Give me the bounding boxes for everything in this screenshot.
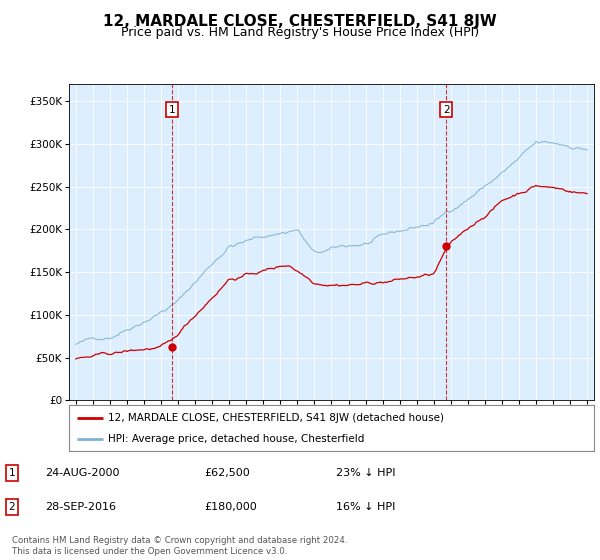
Text: Price paid vs. HM Land Registry's House Price Index (HPI): Price paid vs. HM Land Registry's House … (121, 26, 479, 39)
Text: 24-AUG-2000: 24-AUG-2000 (45, 468, 119, 478)
Text: 23% ↓ HPI: 23% ↓ HPI (336, 468, 395, 478)
Text: 2: 2 (8, 502, 16, 512)
Text: HPI: Average price, detached house, Chesterfield: HPI: Average price, detached house, Ches… (109, 435, 365, 444)
Text: 2: 2 (443, 105, 449, 115)
Text: 28-SEP-2016: 28-SEP-2016 (45, 502, 116, 512)
Text: 16% ↓ HPI: 16% ↓ HPI (336, 502, 395, 512)
Text: 1: 1 (8, 468, 16, 478)
Text: 12, MARDALE CLOSE, CHESTERFIELD, S41 8JW (detached house): 12, MARDALE CLOSE, CHESTERFIELD, S41 8JW… (109, 413, 445, 423)
Text: 12, MARDALE CLOSE, CHESTERFIELD, S41 8JW: 12, MARDALE CLOSE, CHESTERFIELD, S41 8JW (103, 14, 497, 29)
Text: £62,500: £62,500 (204, 468, 250, 478)
Text: £180,000: £180,000 (204, 502, 257, 512)
Text: Contains HM Land Registry data © Crown copyright and database right 2024.
This d: Contains HM Land Registry data © Crown c… (12, 536, 347, 556)
Text: 1: 1 (169, 105, 175, 115)
